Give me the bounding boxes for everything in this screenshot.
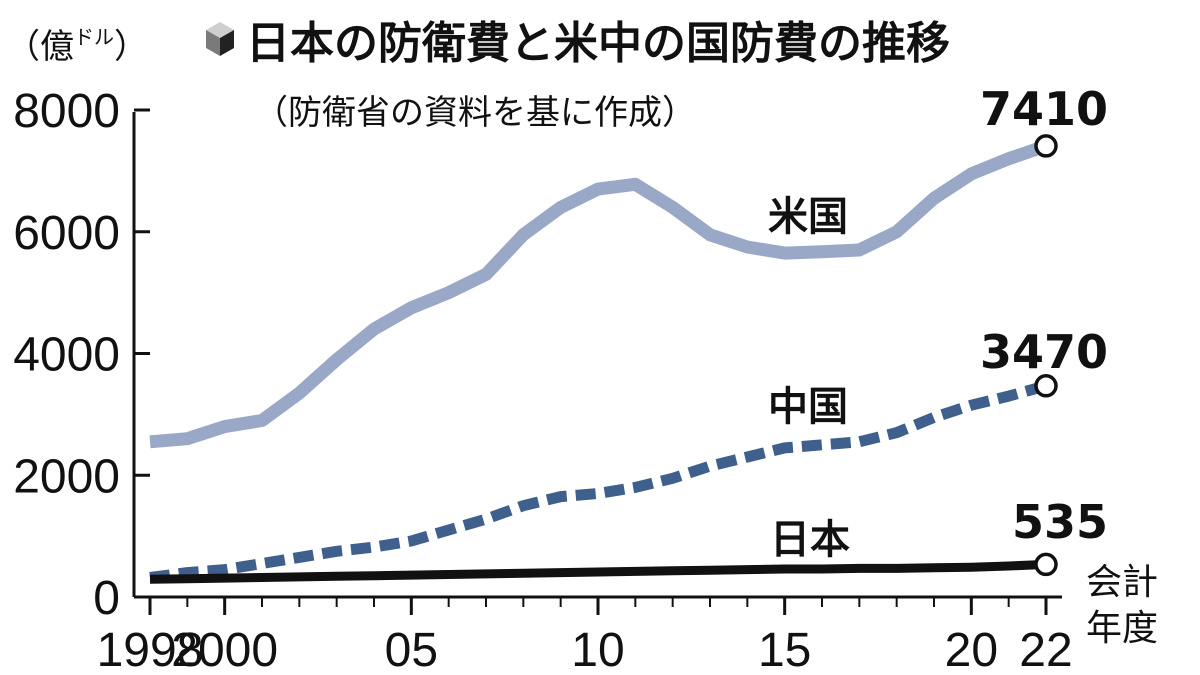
series-end-marker [1034, 374, 1058, 398]
chart-title-group: 日本の防衛費と米中の国防費の推移 （防衛省の資料を基に作成） [206, 18, 950, 133]
series-end-value: 535 [1012, 495, 1108, 549]
series-labels: 米国 7410 中国 3470 日本 535 [768, 82, 1108, 563]
series-name-label: 日本 [770, 517, 850, 563]
y-axis-unit-label: （億ドル） [6, 25, 148, 67]
y-axis-unit-small: ドル [74, 25, 114, 49]
x-tick-label: 05 [385, 624, 438, 675]
y-tick-label: 6000 [13, 207, 120, 260]
x-tick-label: 10 [571, 624, 624, 675]
y-tick-label: 0 [93, 572, 120, 625]
y-axis-unit-main: （億 [6, 27, 74, 67]
series-end-marker [1034, 134, 1058, 158]
x-tick-label: 2000 [171, 624, 278, 675]
series-name-label: 米国 [768, 194, 848, 240]
cube-icon [206, 22, 234, 56]
x-tick-label: 1998 [97, 624, 204, 675]
series-line-0 [149, 139, 1049, 449]
y-tick-label: 2000 [13, 450, 120, 503]
y-tick-label: 8000 [13, 85, 120, 138]
y-tick-label: 4000 [13, 329, 120, 382]
x-tick-label: 22 [1019, 624, 1072, 675]
series-line-2 [149, 559, 1047, 584]
x-axis-unit-line1: 会計 [1086, 562, 1158, 603]
series-end-marker [1034, 552, 1058, 577]
series-lines [149, 134, 1058, 584]
series-end-value: 3470 [980, 325, 1108, 379]
series-name-label: 中国 [768, 384, 848, 430]
y-axis-unit-close: ） [114, 27, 148, 67]
x-tick-label: 15 [758, 624, 811, 675]
chart-title: 日本の防衛費と米中の国防費の推移 [246, 18, 950, 69]
x-axis-unit-line2: 年度 [1086, 608, 1158, 649]
x-tick-label: 20 [945, 624, 998, 675]
series-line-1 [149, 380, 1048, 583]
series-end-value: 7410 [980, 82, 1108, 136]
chart-subtitle: （防衛省の資料を基に作成） [254, 93, 696, 133]
y-axis-ticks: 0 2000 4000 6000 8000 [13, 85, 150, 625]
